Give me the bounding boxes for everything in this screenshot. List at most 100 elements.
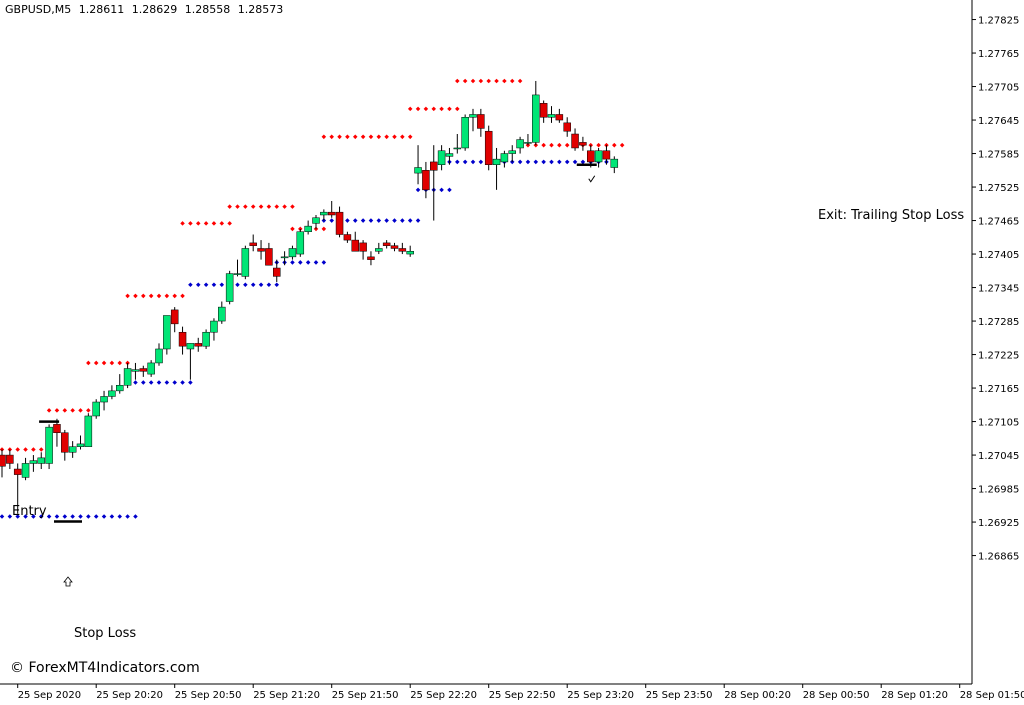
candle-body [29, 460, 38, 464]
candle [61, 429, 69, 461]
lower-stop-dot [360, 218, 366, 223]
upper-stop-dot [549, 142, 554, 148]
lower-stop-dot [164, 380, 170, 385]
lower-stop-dot [549, 159, 554, 165]
candle [21, 457, 30, 481]
upper-stop-dot [345, 134, 350, 140]
lower-stop-dot [125, 514, 130, 519]
upper-stop-dot [101, 360, 107, 366]
candle [76, 435, 85, 450]
candle [445, 147, 454, 165]
upper-stop-dot [407, 106, 413, 112]
candle-body [147, 362, 155, 375]
candle-body [257, 248, 265, 252]
x-tick-label: 25 Sep 20:50 [175, 690, 242, 701]
upper-stop-dot [70, 408, 75, 413]
upper-stop-dot [557, 142, 562, 148]
lower-stop-dot [203, 282, 209, 288]
lower-stop-dot [541, 159, 546, 165]
candle [492, 147, 501, 190]
candle [602, 145, 611, 165]
upper-stop-dot [612, 142, 617, 148]
candle [218, 301, 226, 324]
upper-stop-dot [455, 106, 460, 112]
upper-stop-dot [172, 293, 177, 299]
y-tick-label: 1.27825 [978, 16, 1019, 27]
candle-body [68, 446, 77, 453]
lower-stop-dot [407, 218, 413, 223]
candle [45, 424, 53, 470]
lower-stop-dot [78, 514, 83, 519]
upper-stop-dot [78, 408, 83, 413]
candle [430, 145, 438, 221]
lower-stop-dot [455, 159, 460, 165]
candle [532, 80, 540, 146]
lower-stop-dot [329, 218, 334, 223]
candle-body [532, 94, 540, 143]
candle-body [170, 309, 179, 325]
candle-body [382, 242, 391, 246]
candle [210, 318, 218, 341]
candle [265, 242, 273, 266]
candle-body [516, 139, 524, 149]
upper-stop-dot [243, 204, 248, 209]
lower-stop-dot [70, 514, 75, 519]
lower-stop-dot [243, 282, 248, 288]
upper-stop-dot [38, 447, 44, 452]
candle [484, 125, 493, 171]
candle-body [602, 150, 611, 160]
candle-body [539, 103, 548, 118]
candle [280, 251, 289, 266]
upper-stop-dot [148, 293, 154, 299]
candle [170, 307, 179, 333]
x-tick-label: 28 Sep 01:20 [881, 690, 948, 701]
candle-body [265, 248, 273, 266]
candle [194, 337, 202, 352]
upper-stop-dot [133, 293, 138, 299]
lower-stop-dot [557, 159, 562, 165]
upper-stop-dot [219, 221, 225, 226]
lower-stop-dot [156, 380, 162, 385]
lower-stop-dot [141, 380, 146, 385]
candle [233, 259, 242, 277]
upper-stop-dot [258, 204, 264, 209]
x-tick-label: 25 Sep 21:50 [332, 690, 399, 701]
candle [273, 259, 281, 282]
upper-stop-dot [46, 408, 52, 413]
y-tick-label: 1.27585 [978, 150, 1019, 161]
candle [225, 270, 234, 305]
candle [524, 134, 532, 146]
upper-stop-dot [470, 78, 476, 84]
candle [469, 108, 477, 132]
lower-stop-dot [109, 514, 115, 519]
candle [288, 245, 297, 260]
lower-stop-dot [180, 380, 185, 385]
candle-body [108, 390, 116, 397]
lower-stop-dot [525, 159, 531, 165]
close-price: 1.28573 [237, 3, 284, 16]
upper-stop-dot [541, 142, 546, 148]
candle-body [547, 114, 556, 118]
candle-body [178, 331, 187, 347]
candle-body [6, 454, 14, 464]
candle-body [343, 234, 352, 241]
y-tick-label: 1.27645 [978, 116, 1019, 127]
upper-stop-dot [195, 221, 201, 226]
candle-body [280, 256, 289, 259]
candle [100, 390, 108, 411]
y-tick-label: 1.27285 [978, 317, 1019, 328]
candle [453, 134, 462, 154]
upper-stop-dot [431, 106, 437, 112]
candle-body [422, 170, 430, 191]
symbol-timeframe: GBPUSD,M5 [5, 3, 72, 16]
candle [477, 108, 485, 137]
upper-stop-dot [235, 204, 240, 209]
candle-body [327, 211, 336, 216]
candle-body [414, 167, 422, 174]
candle [414, 145, 422, 185]
upper-stop-dot [392, 134, 397, 140]
candle [163, 315, 171, 355]
candle-body [163, 315, 171, 350]
